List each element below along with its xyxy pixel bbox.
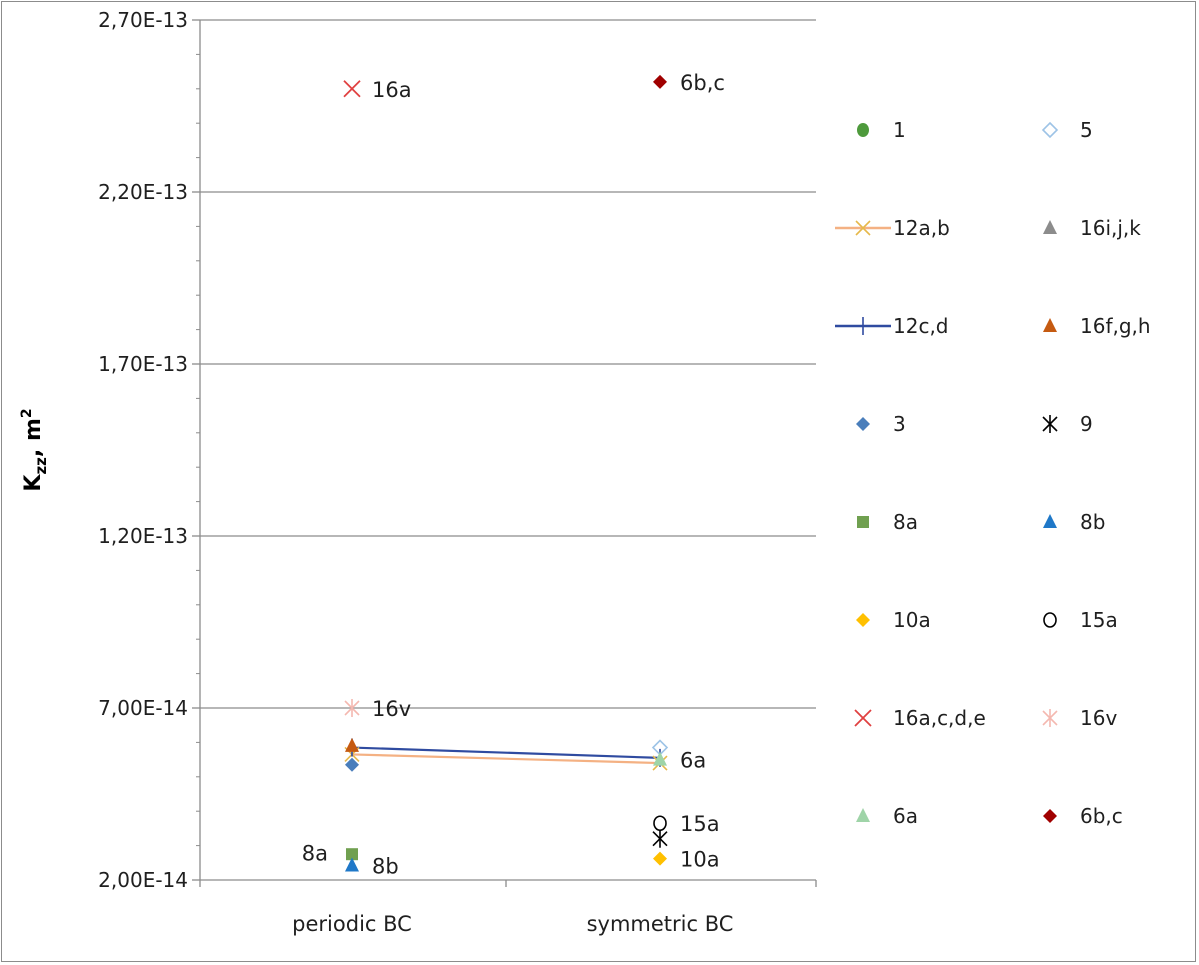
point-6a-symmetric-bc [653,751,667,766]
y-tick-label: 2,00E-14 [98,868,188,892]
legend-label: 16i,j,k [1080,216,1141,240]
legend-marker [1043,612,1057,628]
legend-label: 5 [1080,118,1093,142]
y-tick-label: 2,70E-13 [98,8,188,32]
legend-label: 16v [1080,706,1117,730]
y-axis-label-sub: zz [32,457,50,475]
y-tick-label: 1,20E-13 [98,524,188,548]
annotation-6a: 6a [680,749,706,773]
series-lines [351,746,661,765]
annotation-8a: 8a [302,841,328,865]
legend-marker [1043,809,1057,823]
legend-label: 6b,c [1080,804,1123,828]
legend-item-16a-c-d-e: 16a,c,d,e [854,706,986,730]
series-line-12c-d [351,746,661,759]
point-8a-periodic-bc [346,848,358,861]
point-15a-symmetric-bc [653,815,667,832]
x-category-labels: periodic BC symmetric BC [292,912,733,936]
legend-item-16f-g-h: 16f,g,h [1043,314,1151,338]
legend-label: 6a [893,804,918,828]
legend-item-8b: 8b [1043,510,1105,534]
annotation-6b-c: 6b,c [680,71,725,95]
y-axis-label-main: K [21,474,46,492]
legend-label: 12a,b [893,216,950,240]
legend-item-1: 1 [857,118,906,142]
legend-marker [856,613,870,627]
legend-label: 10a [893,608,931,632]
legend-marker [856,808,870,822]
legend-item-10a: 10a [856,608,931,632]
legend-item-5: 5 [1041,118,1093,142]
axes [192,19,817,887]
x-category-label: periodic BC [292,912,412,936]
y-axis-label-unit: , m [21,418,46,457]
point-16a-c-d-e-periodic-bc [343,80,361,98]
point-annotations: 16a 6b,c 16v 6a 15a 10a 8a 8b [302,71,725,879]
annotation-15a: 15a [680,812,720,836]
annotation-10a: 10a [680,848,720,872]
legend-label: 16f,g,h [1080,314,1151,338]
legend-marker [854,709,872,727]
legend-item-6a: 6a [856,804,918,828]
legend-item-12c-d: 12c,d [835,314,949,338]
legend-marker [856,417,870,431]
legend: 1 5 12a,b 16i,j,k 12c,d 16f,g,h 3 9 8a 8b 10a 15a 16… [835,118,1151,828]
legend-marker [857,516,869,528]
y-tick-label: 1,70E-13 [98,352,188,376]
point-6b-c-symmetric-bc [653,74,667,89]
legend-label: 16a,c,d,e [893,706,986,730]
point-10a-symmetric-bc [653,851,667,866]
legend-marker [857,123,869,137]
legend-item-16i-j-k: 16i,j,k [1043,216,1141,240]
point-8b-periodic-bc [345,857,359,872]
legend-label: 8a [893,510,918,534]
point-3-periodic-bc [345,757,359,772]
legend-item-9: 9 [1042,412,1093,436]
legend-label: 9 [1080,412,1093,436]
annotation-16a: 16a [372,78,412,102]
legend-marker [855,220,871,236]
point-16f-g-h-periodic-bc [345,737,359,752]
legend-item-12a-b: 12a,b [835,216,950,240]
y-tick-label: 2,20E-13 [98,180,188,204]
point-16v-periodic-bc [344,699,360,717]
legend-marker [1042,415,1058,433]
legend-marker [1041,121,1059,139]
legend-marker [1043,220,1057,234]
legend-item-6b-c: 6b,c [1043,804,1123,828]
y-tick-label: 7,00E-14 [98,696,188,720]
y-axis-label: Kzz, m2 [19,408,50,491]
legend-marker [1042,709,1058,727]
gridlines [200,19,816,709]
legend-item-8a: 8a [857,510,918,534]
legend-item-3: 3 [856,412,906,436]
data-points [343,74,669,872]
legend-label: 1 [893,118,906,142]
annotation-8b: 8b [372,855,399,879]
legend-label: 15a [1080,608,1118,632]
legend-label: 12c,d [893,314,949,338]
legend-marker [1043,318,1057,332]
legend-item-16v: 16v [1042,706,1117,730]
annotation-16v: 16v [372,697,411,721]
series-line-12a-b [351,753,661,765]
y-tick-labels: 2,00E-14 7,00E-14 1,20E-13 1,70E-13 2,20E-13… [98,8,188,892]
legend-label: 3 [893,412,906,436]
y-axis-label-sup: 2 [19,408,35,418]
legend-label: 8b [1080,510,1105,534]
legend-marker [1043,514,1057,528]
point-9-symmetric-bc [652,829,668,848]
x-category-label: symmetric BC [587,912,734,936]
legend-item-15a: 15a [1043,608,1118,632]
